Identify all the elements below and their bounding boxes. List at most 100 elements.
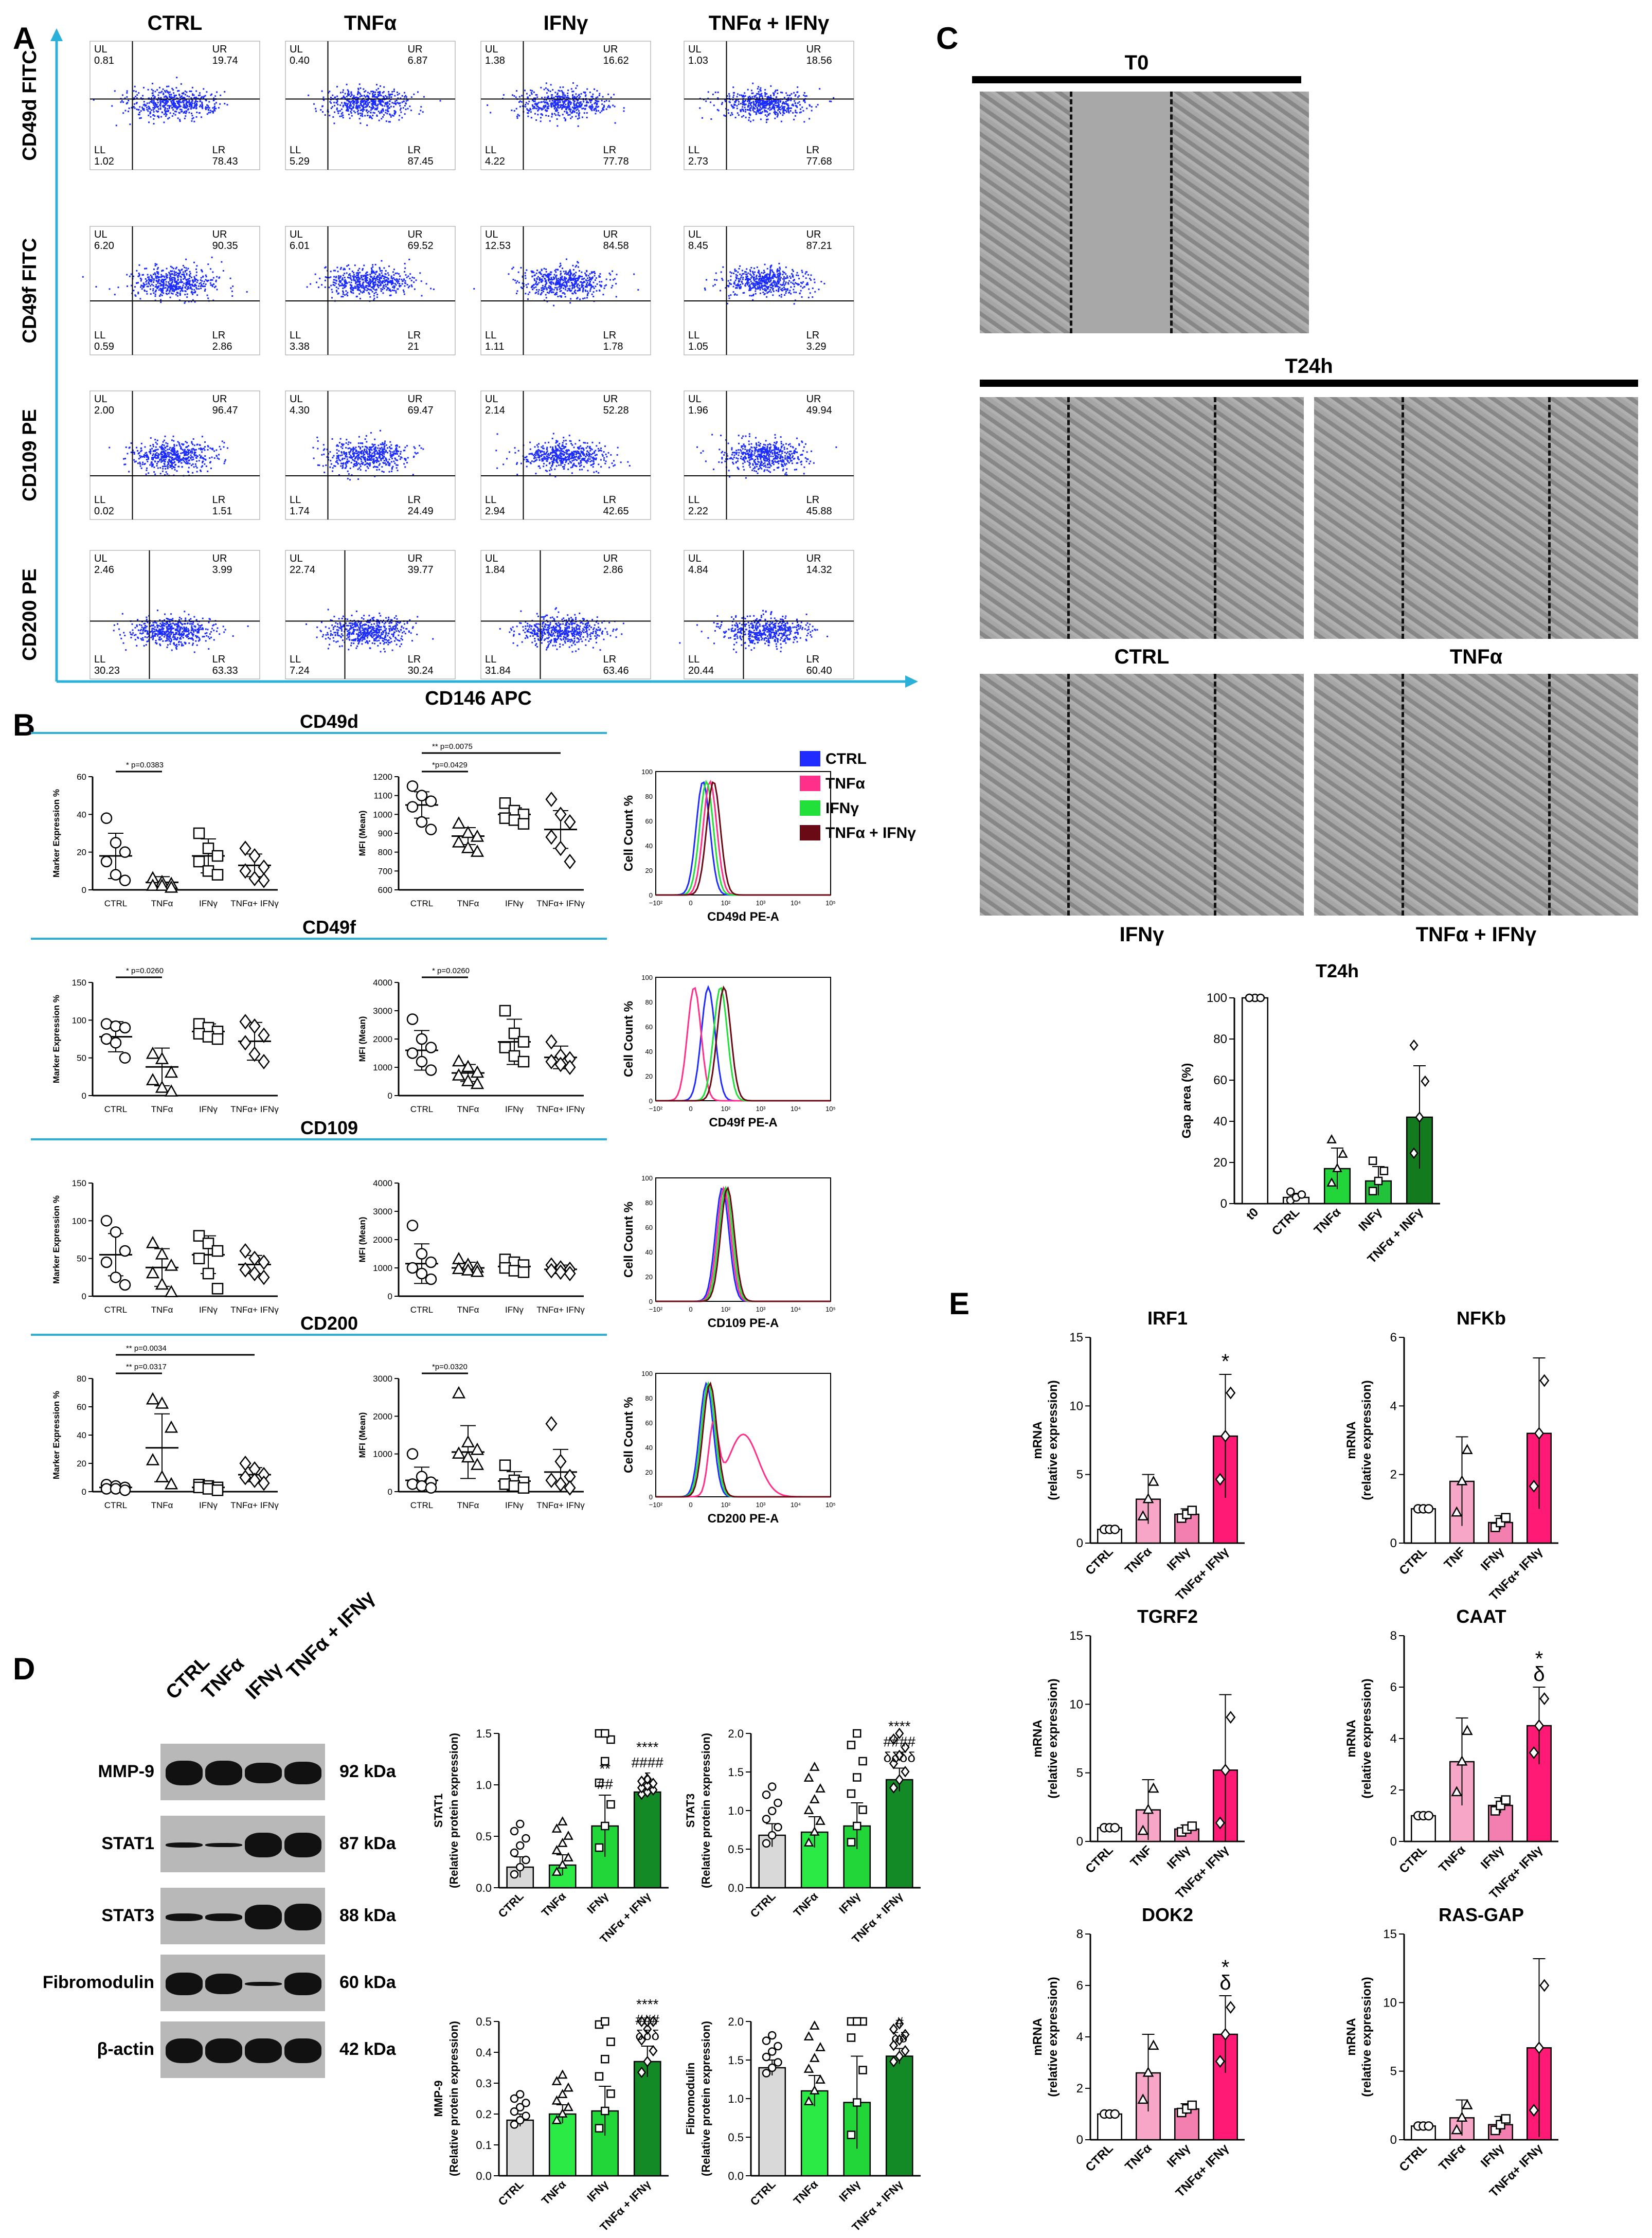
event-dot [187, 449, 189, 451]
event-dot [610, 96, 612, 98]
event-dot [387, 464, 389, 466]
event-dot [350, 105, 352, 107]
event-dot [584, 104, 586, 106]
event-dot [585, 286, 587, 288]
quadrant-ur-value: 69.52 [408, 240, 434, 252]
event-dot [560, 278, 562, 280]
event-dot [150, 293, 152, 295]
event-dot [178, 94, 181, 96]
event-dot [614, 105, 616, 108]
event-dot [530, 92, 532, 94]
event-dot [777, 278, 779, 280]
event-dot [744, 109, 746, 111]
event-dot [140, 280, 142, 282]
event-dot [196, 281, 198, 283]
event-dot [567, 273, 569, 275]
event-dot [360, 102, 362, 104]
event-dot [833, 97, 835, 99]
event-dot [366, 104, 368, 106]
event-dot [568, 289, 570, 291]
event-dot [173, 291, 175, 293]
event-dot [211, 284, 213, 286]
event-dot [799, 104, 801, 106]
event-dot [170, 96, 172, 98]
event-dot [786, 289, 788, 291]
event-dot [351, 456, 353, 458]
event-dot [387, 288, 389, 290]
event-dot [142, 86, 145, 88]
event-dot [126, 274, 128, 276]
quadrant-ul-label: UL [94, 393, 107, 405]
event-dot [332, 467, 334, 469]
event-dot [605, 100, 607, 102]
event-dot [351, 100, 353, 102]
event-dot [157, 455, 159, 457]
event-dot [172, 109, 174, 111]
event-dot [343, 284, 345, 287]
event-dot [246, 291, 248, 293]
event-dot [530, 287, 532, 289]
event-dot [95, 285, 97, 288]
event-dot [212, 449, 214, 451]
event-dot [182, 97, 184, 99]
event-dot [382, 96, 384, 98]
event-dot [204, 95, 206, 97]
event-dot [598, 100, 600, 102]
event-dot [348, 114, 350, 116]
event-dot [375, 104, 377, 106]
event-dot [414, 288, 416, 290]
event-dot [151, 283, 153, 285]
event-dot [159, 458, 161, 460]
event-dot [181, 448, 183, 450]
event-dot [533, 106, 535, 109]
event-dot [117, 287, 119, 289]
event-dot [343, 95, 345, 97]
event-dot [171, 107, 173, 109]
event-dot [171, 285, 173, 287]
event-dot [156, 463, 158, 465]
event-dot [791, 93, 793, 95]
event-dot [391, 467, 393, 469]
event-dot [760, 285, 762, 287]
event-dot [180, 278, 182, 280]
event-dot [564, 119, 566, 121]
event-dot [550, 287, 552, 289]
event-dot [548, 277, 550, 279]
event-dot [571, 282, 573, 284]
event-dot [375, 108, 377, 110]
event-dot [163, 94, 165, 96]
event-dot [392, 115, 394, 117]
event-dot [381, 260, 383, 262]
event-dot [184, 450, 186, 452]
event-dot [160, 461, 163, 463]
event-dot [738, 103, 740, 105]
event-dot [401, 101, 403, 103]
event-dot [177, 106, 179, 109]
event-dot [214, 108, 216, 110]
event-dot [752, 106, 755, 108]
event-dot [173, 284, 175, 286]
event-dot [334, 111, 336, 113]
event-dot [796, 112, 798, 114]
event-dot [351, 284, 353, 287]
event-dot [361, 109, 363, 111]
event-dot [745, 273, 747, 275]
event-dot [181, 289, 183, 291]
event-dot [765, 290, 767, 292]
event-dot [388, 103, 390, 105]
event-dot [165, 112, 167, 114]
event-dot [165, 281, 167, 283]
event-dot [174, 114, 176, 116]
event-dot [564, 100, 566, 102]
event-dot [376, 107, 379, 109]
event-dot [338, 292, 340, 294]
event-dot [360, 109, 362, 111]
event-dot [739, 280, 741, 282]
event-dot [151, 458, 153, 460]
event-dot [393, 110, 396, 112]
event-dot [149, 108, 151, 110]
event-dot [403, 291, 405, 293]
event-dot [537, 105, 539, 108]
event-dot [754, 96, 756, 98]
